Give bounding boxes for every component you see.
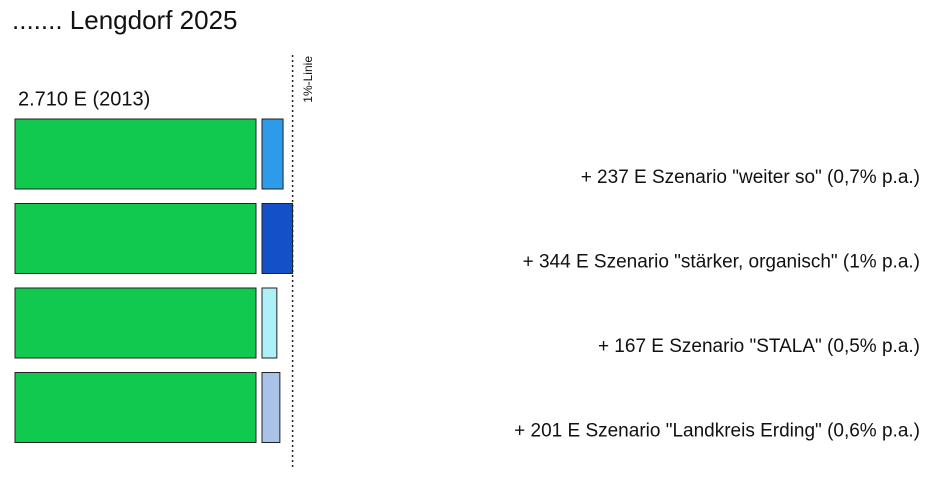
scenario-bar: [261, 287, 278, 359]
chart-title: ....... Lengdorf 2025: [12, 5, 238, 35]
base-bar: [14, 287, 257, 359]
scenario-label: + 167 E Szenario "STALA" (0,5% p.a.): [598, 336, 920, 357]
base-bar: [14, 203, 257, 274]
scenario-bar: [261, 372, 281, 443]
scenario-label: + 237 E Szenario "weiter so" (0,7% p.a.): [581, 167, 920, 188]
scenario-label: + 344 E Szenario "stärker, organisch" (1…: [523, 252, 920, 273]
scenario-bar: [261, 203, 294, 274]
base-bar: [14, 118, 257, 190]
base-bar: [14, 372, 257, 443]
scenario-bar: [261, 118, 284, 190]
base-label: 2.710 E (2013): [18, 88, 150, 110]
reference-label: 1%-Linie: [301, 56, 315, 103]
scenario-label: + 201 E Szenario "Landkreis Erding" (0,6…: [514, 421, 920, 442]
